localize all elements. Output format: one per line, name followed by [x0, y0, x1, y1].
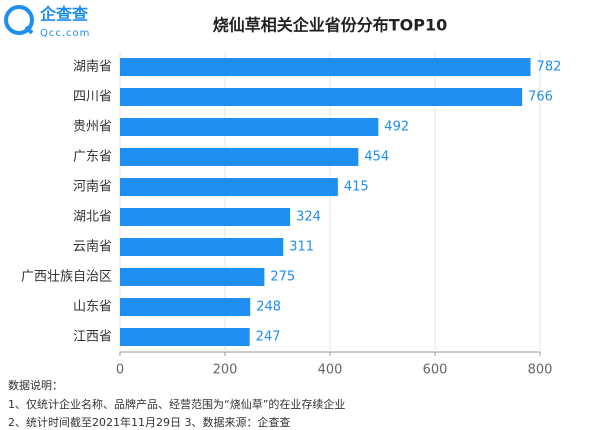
- bar: [120, 238, 284, 256]
- y-tick-label: 四川省: [73, 90, 112, 105]
- logo-url: Qcc.com: [40, 28, 90, 39]
- y-tick-label: 云南省: [73, 239, 112, 255]
- bar: [120, 178, 338, 196]
- y-tick-label: 湖南省: [73, 59, 112, 75]
- logo-name: 企查查: [39, 5, 88, 24]
- value-label: 415: [344, 180, 369, 195]
- x-tick-label: 400: [318, 363, 343, 378]
- note: 1、仅统计企业名称、品牌产品、经营范围为“烧仙草”的在业存续企业: [8, 397, 345, 411]
- bar: [120, 298, 251, 316]
- y-tick-label: 广东省: [73, 150, 112, 165]
- logo: 企查查 Qcc.com: [4, 5, 90, 39]
- chart-title: 烧仙草相关企业省份分布TOP10: [213, 16, 448, 35]
- value-label: 492: [384, 120, 409, 135]
- x-tick-label: 600: [423, 363, 448, 378]
- value-label: 454: [364, 150, 389, 165]
- x-tick-label: 800: [528, 363, 553, 378]
- value-label: 782: [537, 60, 562, 75]
- y-tick-label: 山东省: [73, 300, 112, 315]
- note: 数据说明：: [8, 378, 63, 392]
- bar: [120, 148, 359, 166]
- x-tick-label: 200: [213, 363, 238, 378]
- y-tick-label: 江西省: [73, 330, 112, 345]
- bar: [120, 58, 531, 76]
- y-tick-label: 湖北省: [73, 210, 112, 225]
- value-label: 248: [256, 300, 281, 315]
- logo-icon-tail: [24, 25, 34, 35]
- value-label: 247: [256, 330, 281, 345]
- logo-icon: [4, 5, 34, 35]
- bar: [120, 268, 265, 286]
- y-tick-label: 河南省: [73, 179, 112, 195]
- value-label: 275: [270, 270, 295, 285]
- y-tick-label: 广西壮族自治区: [21, 269, 112, 285]
- bar: [120, 118, 379, 136]
- value-label: 766: [528, 90, 553, 105]
- bar: [120, 328, 250, 346]
- value-label: 311: [289, 240, 314, 255]
- bar: [120, 88, 523, 106]
- note: 2、统计时间截至2021年11月29日 3、数据来源：企查查: [8, 415, 290, 429]
- bar: [120, 208, 291, 226]
- x-tick-label: 0: [116, 363, 124, 378]
- value-label: 324: [296, 210, 321, 225]
- y-tick-label: 贵州省: [73, 120, 112, 135]
